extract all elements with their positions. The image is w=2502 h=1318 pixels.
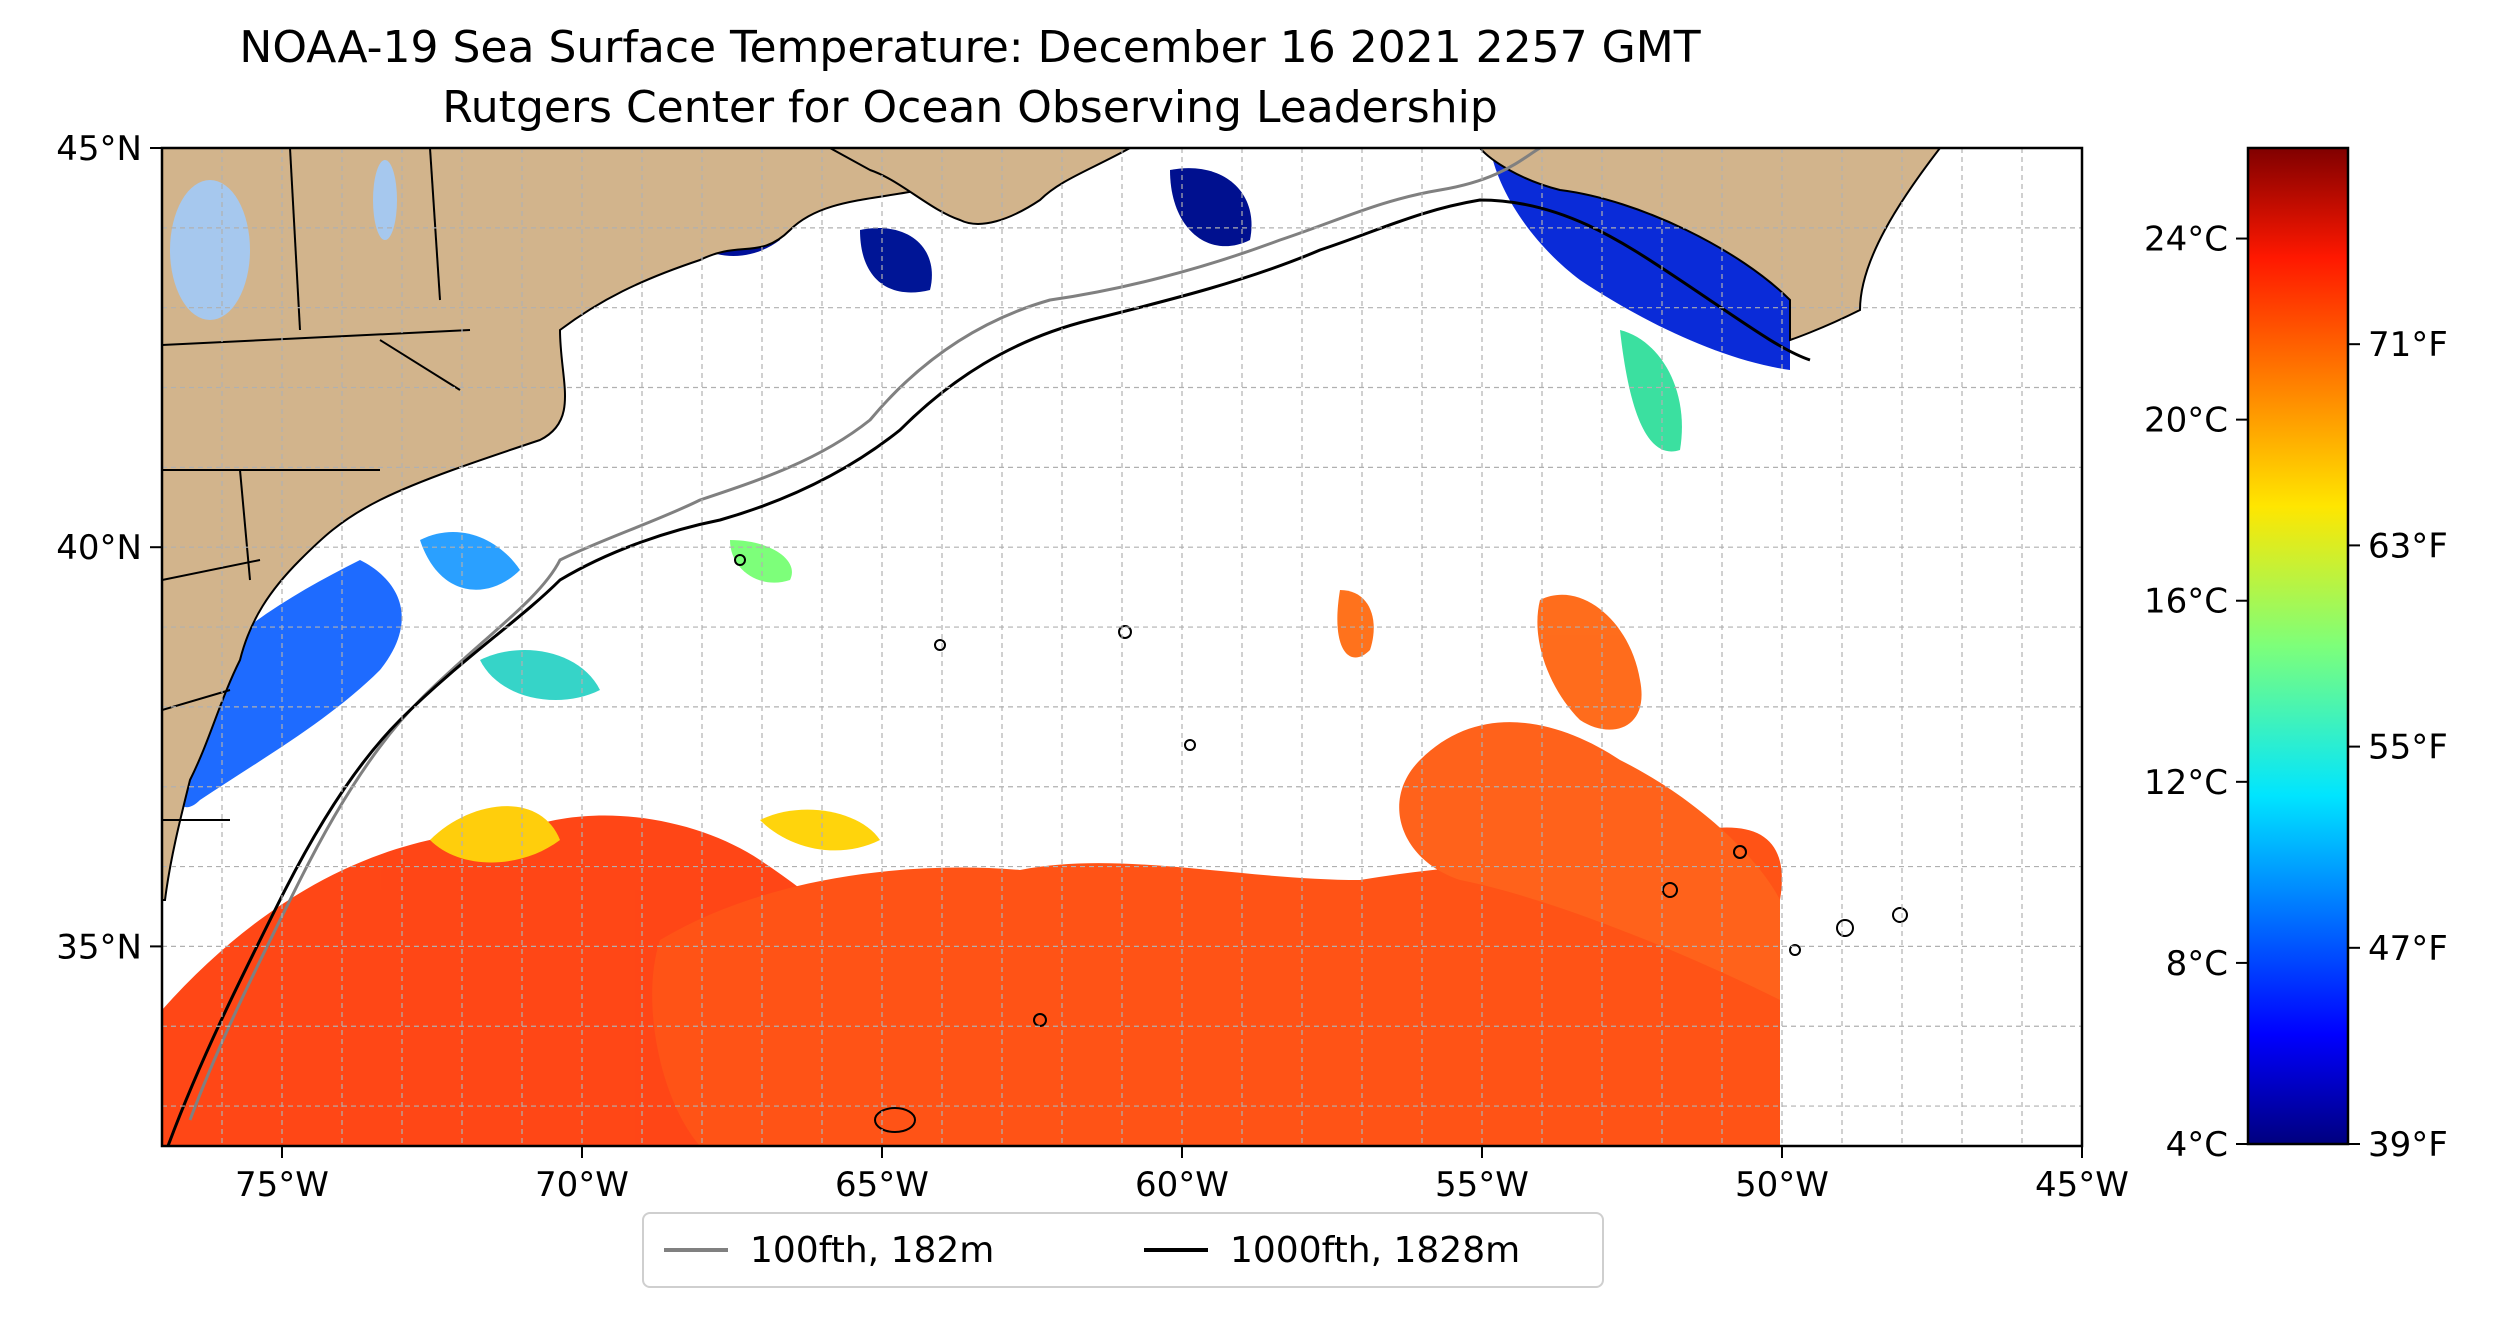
lon-tick-label: 50°W (1735, 1165, 1829, 1205)
map-subtitle: Rutgers Center for Ocean Observing Leade… (442, 82, 1498, 133)
legend-line-1000fth (1144, 1248, 1208, 1252)
map-title: NOAA-19 Sea Surface Temperature: Decembe… (239, 22, 1701, 73)
colorbar-celsius-label: 12°C (2144, 763, 2228, 803)
legend-item-100fth: 100fth, 182m (664, 1214, 994, 1286)
state-borders (162, 148, 471, 821)
colorbar (2246, 146, 2350, 1146)
colorbar-fahrenheit-label: 71°F (2368, 325, 2448, 365)
land-nova-scotia (829, 148, 1131, 225)
seamount-contours (734, 554, 1908, 1133)
legend-item-1000fth: 1000fth, 1828m (1144, 1214, 1520, 1286)
colorbar-fahrenheit-label: 55°F (2368, 728, 2448, 768)
axis-ticks: 75°W 70°W 65°W 60°W 55°W 50°W 45°W 45°N 40°N 35°N (56, 129, 2129, 1205)
lakes (170, 160, 397, 320)
lat-tick-label: 45°N (56, 129, 142, 169)
colorbar-celsius-label: 8°C (2166, 944, 2228, 984)
lon-tick-label: 60°W (1135, 1165, 1229, 1205)
lon-tick-label: 70°W (535, 1165, 629, 1205)
land-north-america (162, 148, 1051, 901)
map-frame (160, 146, 2084, 1148)
gridlines (161, 147, 2083, 1146)
colorbar-fahrenheit-label: 39°F (2368, 1125, 2448, 1165)
contour-legend: 100fth, 182m 1000fth, 1828m (642, 1212, 1604, 1288)
contour-100fth (188, 148, 1541, 1121)
legend-label-100fth: 100fth, 182m (750, 1229, 995, 1271)
lon-tick-label: 75°W (235, 1165, 329, 1205)
lon-tick-label: 55°W (1435, 1165, 1529, 1205)
lon-tick-label: 45°W (2035, 1165, 2129, 1205)
land-newfoundland (1478, 148, 1942, 342)
colorbar-celsius-label: 20°C (2144, 401, 2228, 441)
colorbar-fahrenheit-label: 47°F (2368, 929, 2448, 969)
legend-label-1000fth: 1000fth, 1828m (1230, 1229, 1521, 1271)
colorbar-ticks: 24°C 20°C 16°C 12°C 8°C 4°C 71°F 63°F 55°F 47°F 39… (2144, 220, 2448, 1165)
legend-line-100fth (664, 1248, 728, 1252)
colorbar-celsius-label: 24°C (2144, 220, 2228, 260)
colorbar-fahrenheit-label: 63°F (2368, 526, 2448, 566)
colorbar-celsius-label: 4°C (2166, 1125, 2228, 1165)
sst-warm-field (162, 590, 1782, 1146)
colorbar-celsius-label: 16°C (2144, 582, 2228, 622)
lon-tick-label: 65°W (835, 1165, 929, 1205)
lat-tick-label: 35°N (56, 927, 142, 967)
lat-tick-label: 40°N (56, 528, 142, 568)
